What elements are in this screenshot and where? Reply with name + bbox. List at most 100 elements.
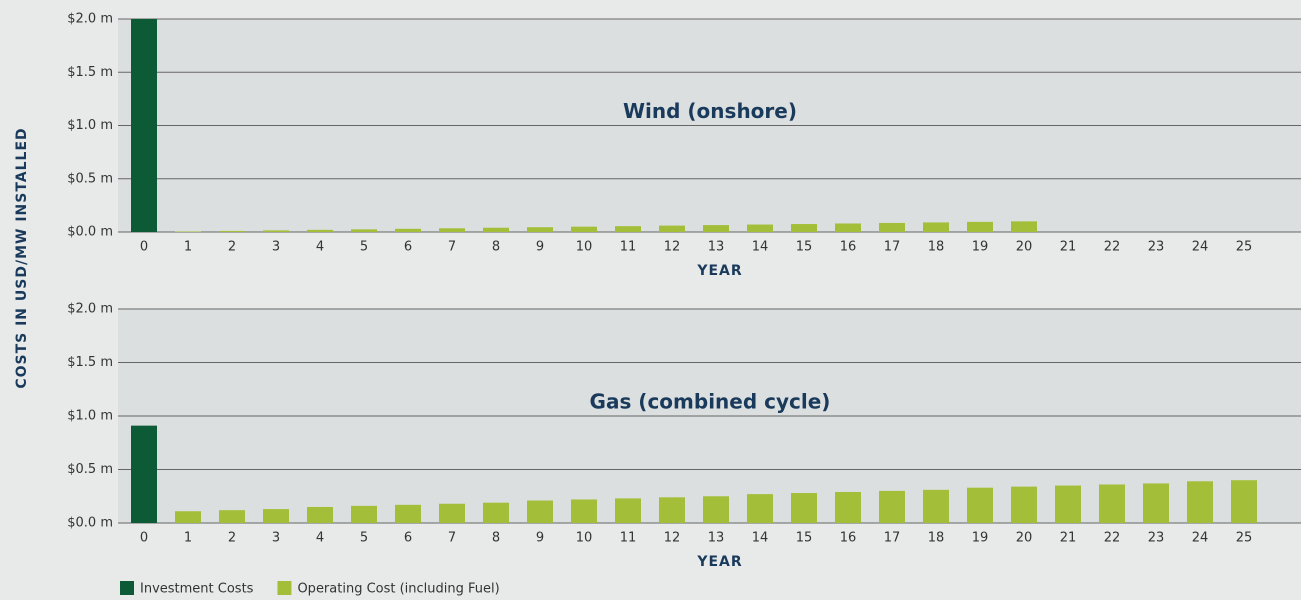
bar bbox=[967, 487, 993, 523]
bar bbox=[527, 227, 553, 232]
y-tick-label: $0.0 m bbox=[67, 516, 113, 531]
x-tick-label: 22 bbox=[1104, 240, 1121, 255]
y-tick-label: $2.0 m bbox=[67, 302, 113, 317]
x-tick-label: 11 bbox=[620, 240, 637, 255]
x-tick-label: 10 bbox=[576, 531, 593, 546]
bar bbox=[615, 498, 641, 523]
bar bbox=[1099, 484, 1125, 523]
bar bbox=[527, 500, 553, 523]
x-tick-label: 13 bbox=[708, 531, 725, 546]
bar bbox=[395, 228, 421, 232]
bar bbox=[747, 494, 773, 523]
bar bbox=[571, 226, 597, 232]
x-tick-label: 16 bbox=[840, 531, 857, 546]
x-tick-label: 2 bbox=[228, 531, 236, 546]
x-tick-label: 23 bbox=[1148, 531, 1165, 546]
bar bbox=[131, 425, 157, 523]
x-tick-label: 5 bbox=[360, 531, 368, 546]
bar bbox=[791, 493, 817, 523]
bar bbox=[439, 228, 465, 232]
x-tick-label: 21 bbox=[1060, 531, 1077, 546]
bar bbox=[879, 222, 905, 232]
y-tick-label: $2.0 m bbox=[67, 12, 113, 27]
chart-title: Wind (onshore) bbox=[623, 99, 797, 123]
x-tick-label: 17 bbox=[884, 531, 901, 546]
legend-label: Operating Cost (including Fuel) bbox=[297, 582, 499, 597]
bar bbox=[219, 510, 245, 523]
x-tick-label: 4 bbox=[316, 531, 324, 546]
bar bbox=[1231, 480, 1257, 523]
bar bbox=[835, 223, 861, 232]
bar bbox=[703, 225, 729, 232]
bar bbox=[1011, 486, 1037, 523]
bar bbox=[747, 224, 773, 232]
x-tick-label: 10 bbox=[576, 240, 593, 255]
x-tick-label: 25 bbox=[1236, 531, 1253, 546]
x-tick-label: 23 bbox=[1148, 240, 1165, 255]
x-tick-label: 9 bbox=[536, 240, 544, 255]
bar bbox=[307, 229, 333, 232]
x-tick-label: 21 bbox=[1060, 240, 1077, 255]
x-axis-label: YEAR bbox=[696, 263, 742, 279]
x-tick-label: 12 bbox=[664, 240, 681, 255]
x-tick-label: 19 bbox=[972, 240, 989, 255]
x-axis-label: YEAR bbox=[696, 554, 742, 570]
x-tick-label: 15 bbox=[796, 240, 813, 255]
x-tick-label: 7 bbox=[448, 531, 456, 546]
x-tick-label: 11 bbox=[620, 531, 637, 546]
x-tick-label: 7 bbox=[448, 240, 456, 255]
bar bbox=[263, 509, 289, 523]
bar bbox=[307, 506, 333, 523]
x-tick-label: 0 bbox=[140, 240, 148, 255]
bar bbox=[131, 19, 157, 232]
bar bbox=[263, 230, 289, 232]
bar bbox=[175, 231, 201, 232]
bar bbox=[659, 497, 685, 523]
x-tick-label: 2 bbox=[228, 240, 236, 255]
x-tick-label: 9 bbox=[536, 531, 544, 546]
legend-swatch bbox=[277, 581, 292, 595]
x-tick-label: 22 bbox=[1104, 531, 1121, 546]
x-tick-label: 13 bbox=[708, 240, 725, 255]
x-tick-label: 4 bbox=[316, 240, 324, 255]
bar bbox=[835, 491, 861, 523]
x-tick-label: 24 bbox=[1192, 531, 1209, 546]
x-tick-label: 0 bbox=[140, 531, 148, 546]
bar bbox=[703, 496, 729, 523]
bar bbox=[923, 489, 949, 523]
y-axis-label: COSTS IN USD/MW INSTALLED bbox=[14, 127, 30, 388]
y-tick-label: $0.5 m bbox=[67, 462, 113, 477]
x-tick-label: 12 bbox=[664, 531, 681, 546]
bar bbox=[791, 224, 817, 232]
x-tick-label: 6 bbox=[404, 531, 412, 546]
x-tick-label: 14 bbox=[752, 531, 769, 546]
bar bbox=[659, 225, 685, 232]
x-tick-label: 1 bbox=[184, 240, 192, 255]
x-tick-label: 6 bbox=[404, 240, 412, 255]
x-tick-label: 20 bbox=[1016, 240, 1033, 255]
y-tick-label: $0.5 m bbox=[67, 171, 113, 186]
x-tick-label: 18 bbox=[928, 531, 945, 546]
y-tick-label: $0.0 m bbox=[67, 225, 113, 240]
x-tick-label: 1 bbox=[184, 531, 192, 546]
bar bbox=[879, 490, 905, 523]
y-tick-label: $1.5 m bbox=[67, 355, 113, 370]
bar bbox=[395, 504, 421, 523]
bar bbox=[351, 505, 377, 523]
legend-swatch bbox=[120, 581, 134, 595]
x-tick-label: 18 bbox=[928, 240, 945, 255]
x-tick-label: 24 bbox=[1192, 240, 1209, 255]
x-tick-label: 3 bbox=[272, 240, 280, 255]
bar bbox=[1187, 481, 1213, 523]
x-tick-label: 3 bbox=[272, 531, 280, 546]
bar bbox=[571, 499, 597, 523]
bar bbox=[219, 230, 245, 232]
bar bbox=[175, 511, 201, 523]
x-tick-label: 25 bbox=[1236, 240, 1253, 255]
y-tick-label: $1.0 m bbox=[67, 409, 113, 424]
bar bbox=[923, 222, 949, 232]
legend-label: Investment Costs bbox=[140, 582, 254, 597]
y-tick-label: $1.0 m bbox=[67, 118, 113, 133]
chart-title: Gas (combined cycle) bbox=[590, 390, 831, 414]
